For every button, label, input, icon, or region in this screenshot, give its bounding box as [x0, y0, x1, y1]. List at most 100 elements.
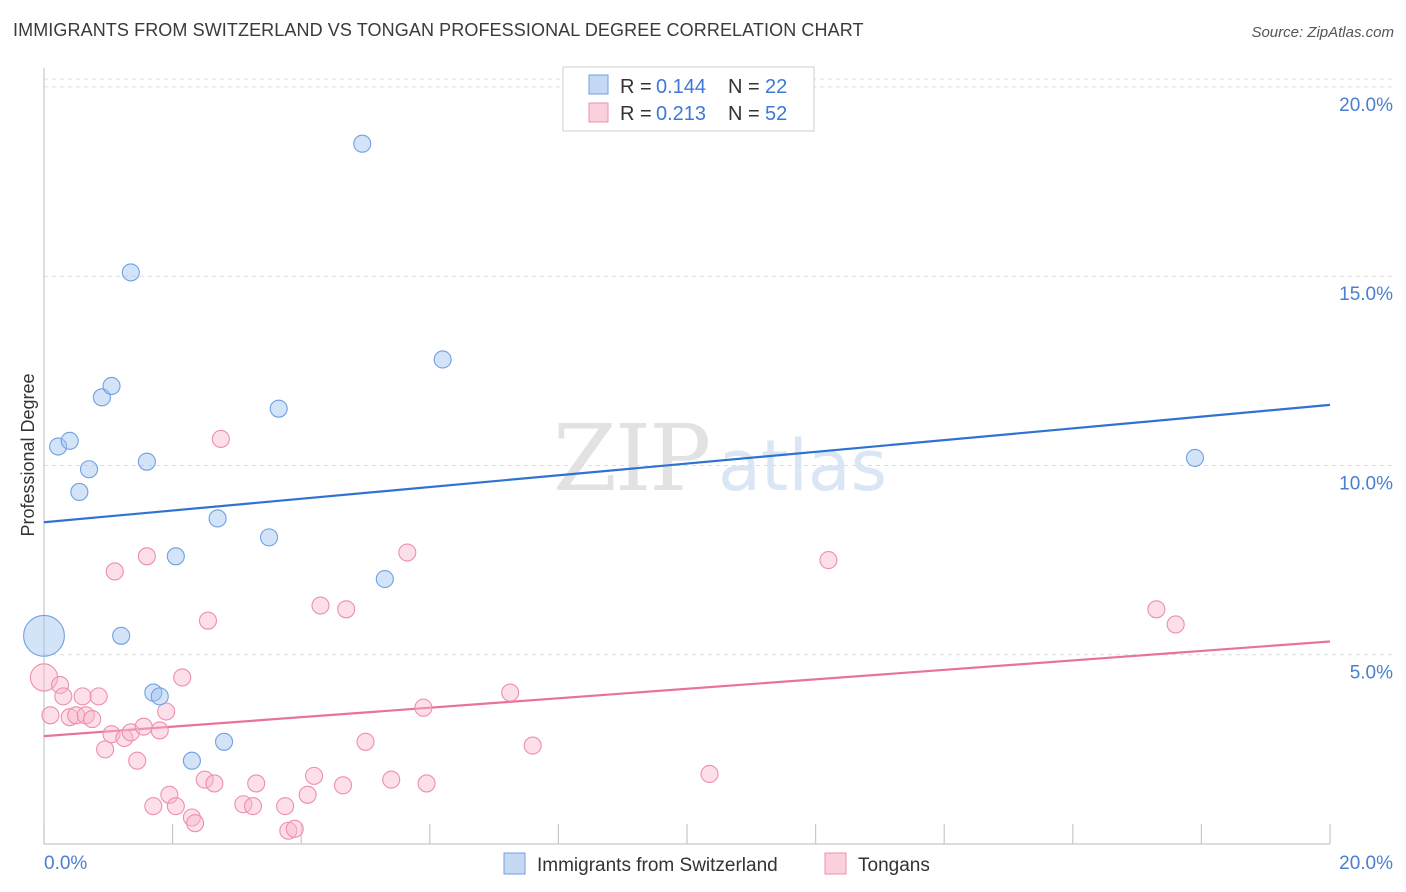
trend-lines — [43, 403, 1331, 738]
legend-n-label-1: N = — [728, 76, 760, 98]
tongan-point-22 — [166, 797, 185, 816]
switzerland-point-7 — [112, 626, 131, 645]
tongan-point-1 — [41, 706, 60, 725]
tongan-point-3 — [54, 687, 73, 706]
series-label-switzerland: Immigrants from Switzerland — [537, 855, 778, 876]
legend-r-value-1: 0.144 — [656, 76, 706, 98]
tongan-point-32 — [247, 774, 266, 793]
gridlines — [44, 78, 1393, 656]
tongan-point-26 — [195, 770, 214, 789]
switzerland-point-14 — [208, 509, 227, 528]
switzerland-point-13 — [182, 751, 201, 770]
tongan-point-29 — [211, 429, 230, 449]
switzerland-point-15 — [214, 732, 234, 751]
switzerland-point-1 — [49, 437, 68, 456]
tongan-point-16 — [134, 717, 153, 736]
tongan-point-38 — [311, 596, 330, 615]
switzerland-point-20 — [433, 350, 452, 369]
y-tick-label-15: 15.0% — [1339, 284, 1393, 305]
tongan-point-33 — [276, 797, 295, 816]
tongan-point-19 — [150, 721, 169, 740]
tongan-point-24 — [182, 808, 201, 827]
source-label: Source: ZipAtlas.com — [1251, 24, 1394, 41]
series-swatch-tongan — [824, 852, 847, 875]
legend-swatch-tongan — [588, 102, 609, 123]
y-axis-label: Professional Degree — [18, 373, 38, 536]
trend-line-switzerland — [43, 403, 1331, 524]
tongan-point-27 — [198, 611, 218, 630]
tongan-point-28 — [205, 774, 224, 793]
tongan-point-15 — [128, 751, 147, 770]
tongan-point-8 — [83, 710, 102, 729]
tongan-point-6 — [73, 687, 92, 706]
switzerland-point-0 — [23, 614, 65, 657]
tongan-point-40 — [337, 600, 356, 619]
tongan-point-51 — [1166, 615, 1185, 634]
x-tick-label-max: 20.0% — [1339, 853, 1393, 874]
tongan-point-21 — [160, 785, 179, 804]
y-tick-label-20: 20.0% — [1339, 95, 1393, 116]
tongan-point-43 — [398, 543, 417, 562]
tongan-point-4 — [60, 708, 79, 727]
x-tick-label-min: 0.0% — [44, 853, 87, 874]
legend-n-label-2: N = — [728, 103, 760, 125]
tongan-point-25 — [186, 814, 205, 833]
tongan-point-12 — [105, 562, 124, 581]
tongan-point-49 — [819, 551, 838, 570]
y-tick-label-10: 10.0% — [1339, 473, 1393, 494]
tongan-point-9 — [89, 687, 108, 706]
data-points — [23, 134, 1205, 840]
tongan-point-17 — [137, 547, 156, 566]
tongan-point-20 — [157, 702, 176, 721]
switzerland-point-18 — [353, 134, 372, 153]
series-swatch-switzerland — [503, 852, 526, 875]
tongan-point-37 — [305, 766, 324, 785]
tongan-point-45 — [417, 774, 436, 793]
y-tick-labels: 5.0% 10.0% 15.0% 20.0% — [1339, 95, 1393, 684]
tongan-point-35 — [285, 819, 304, 838]
switzerland-point-9 — [137, 452, 156, 471]
switzerland-point-2 — [60, 431, 79, 450]
switzerland-point-17 — [269, 399, 288, 418]
switzerland-point-12 — [166, 547, 185, 566]
y-tick-label-5: 5.0% — [1350, 663, 1393, 684]
tongan-point-18 — [144, 797, 163, 816]
switzerland-point-6 — [102, 376, 121, 396]
switzerland-point-8 — [121, 263, 140, 282]
tongan-point-34 — [279, 821, 298, 840]
tongan-point-50 — [1147, 600, 1166, 619]
tongan-point-44 — [414, 698, 433, 717]
tongan-point-2 — [51, 675, 70, 695]
tongan-point-41 — [356, 732, 375, 751]
tongan-point-48 — [700, 764, 719, 784]
correlation-legend: R = 0.144 N = 22 R = 0.213 N = 52 — [562, 66, 815, 132]
legend-r-label-2: R = — [620, 103, 652, 125]
watermark-zip: ZIP — [553, 405, 709, 512]
switzerland-point-4 — [79, 460, 99, 479]
tongan-point-39 — [333, 776, 353, 795]
tongan-point-10 — [96, 740, 115, 759]
watermark-atlas: atlas — [718, 425, 887, 507]
tongan-point-46 — [501, 683, 520, 702]
legend-n-value-2: 52 — [765, 103, 787, 125]
tongan-point-36 — [298, 785, 317, 804]
tongan-point-23 — [173, 668, 192, 687]
legend-r-label-1: R = — [620, 76, 652, 98]
series-legend: Immigrants from Switzerland Tongans — [503, 852, 930, 876]
legend-n-value-1: 22 — [765, 76, 787, 98]
tongan-point-47 — [523, 736, 542, 755]
trend-line-tongan — [43, 640, 1331, 738]
switzerland-point-16 — [259, 528, 279, 547]
legend-r-value-2: 0.213 — [656, 103, 706, 125]
series-label-tongan: Tongans — [858, 855, 930, 876]
tongan-point-42 — [382, 770, 401, 789]
tongan-point-31 — [243, 797, 263, 816]
legend-swatch-switzerland — [588, 74, 609, 95]
chart-title: IMMIGRANTS FROM SWITZERLAND VS TONGAN PR… — [13, 20, 864, 40]
switzerland-point-19 — [375, 569, 394, 589]
switzerland-point-3 — [70, 482, 89, 502]
switzerland-point-21 — [1185, 448, 1205, 467]
tongan-point-0 — [29, 663, 59, 692]
switzerland-point-11 — [150, 687, 169, 706]
